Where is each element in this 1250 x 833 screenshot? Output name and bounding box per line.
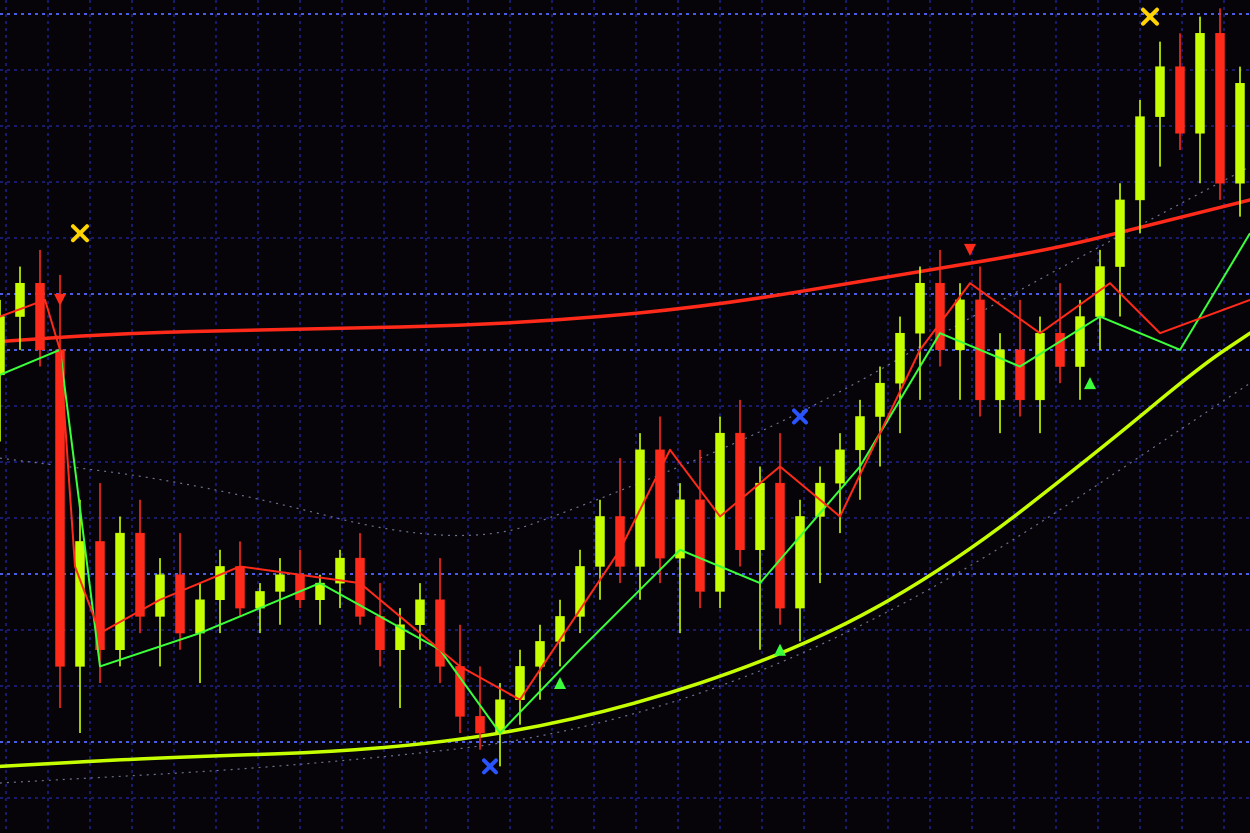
candle bbox=[876, 383, 885, 416]
candle bbox=[216, 566, 225, 599]
candle bbox=[536, 641, 545, 666]
candle bbox=[1036, 333, 1045, 400]
candle bbox=[696, 500, 705, 592]
candle bbox=[1196, 33, 1205, 133]
candle bbox=[76, 541, 85, 666]
candle bbox=[916, 283, 925, 333]
candle bbox=[1056, 333, 1065, 366]
candle bbox=[36, 283, 45, 350]
candle bbox=[196, 600, 205, 633]
candle bbox=[0, 317, 5, 375]
candle bbox=[896, 333, 905, 383]
candle bbox=[176, 575, 185, 633]
chart-background bbox=[0, 0, 1250, 833]
candle bbox=[1116, 200, 1125, 267]
candle bbox=[776, 483, 785, 608]
candle bbox=[1236, 83, 1245, 183]
candle bbox=[116, 533, 125, 650]
candle bbox=[416, 600, 425, 625]
candle bbox=[136, 533, 145, 616]
candle bbox=[16, 283, 25, 316]
candle bbox=[836, 450, 845, 483]
candle bbox=[856, 417, 865, 450]
candle bbox=[1176, 67, 1185, 134]
candle bbox=[476, 716, 485, 733]
candle bbox=[296, 575, 305, 600]
candle bbox=[156, 575, 165, 617]
candle bbox=[1216, 33, 1225, 183]
candle bbox=[596, 516, 605, 566]
candle bbox=[1016, 350, 1025, 400]
candle bbox=[436, 600, 445, 667]
candle bbox=[656, 450, 665, 558]
candle bbox=[276, 575, 285, 592]
candle bbox=[796, 516, 805, 608]
candle bbox=[1156, 67, 1165, 117]
candle bbox=[1076, 317, 1085, 367]
candle bbox=[1136, 117, 1145, 200]
candlestick-chart bbox=[0, 0, 1250, 833]
candle bbox=[376, 616, 385, 649]
candle bbox=[736, 433, 745, 550]
candle bbox=[256, 591, 265, 608]
candle bbox=[236, 566, 245, 608]
candle bbox=[556, 616, 565, 641]
candle bbox=[756, 483, 765, 550]
